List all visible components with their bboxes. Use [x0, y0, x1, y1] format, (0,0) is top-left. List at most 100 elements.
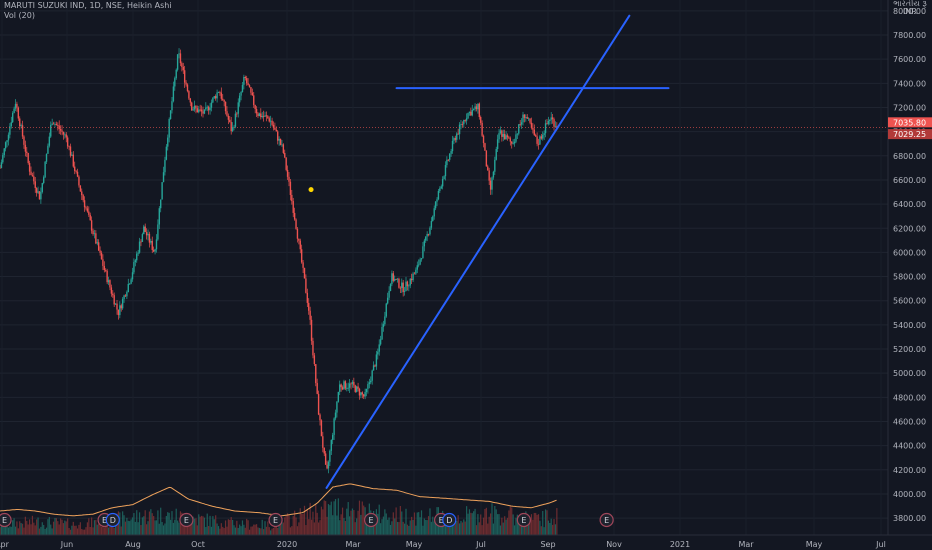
volume-bar [337, 498, 339, 535]
volume-bar [174, 519, 176, 535]
candle-body [150, 240, 152, 243]
volume-bar [533, 512, 535, 535]
candle-body [299, 240, 301, 250]
earnings-event[interactable]: E [268, 512, 283, 528]
volume-bar [38, 528, 41, 535]
volume-bar [382, 516, 385, 535]
candle-body [69, 146, 72, 156]
event-label: E [2, 516, 7, 525]
y-tick-label: 8000.00 [893, 7, 926, 16]
candle-body [198, 109, 200, 113]
volume-bar [330, 501, 332, 535]
candle-body [551, 117, 554, 120]
candle-body [210, 102, 213, 108]
x-tick-label: 2021 [670, 540, 690, 549]
candle-body [467, 112, 469, 119]
candle-body [206, 106, 208, 108]
volume-bar [233, 525, 235, 535]
x-tick-label: May [406, 540, 423, 549]
candle-body [11, 112, 14, 123]
candle-body [322, 436, 324, 448]
volume-bar [484, 509, 486, 535]
volume-bar [295, 517, 297, 535]
candle-body [65, 134, 67, 138]
volume-bar [343, 518, 345, 535]
volume-bar [418, 512, 420, 535]
x-tick-label: Nov [606, 540, 622, 549]
volume-bar [92, 527, 94, 535]
volume-bar [237, 527, 239, 535]
volume-bar [539, 520, 541, 535]
volume-bar [71, 525, 73, 535]
dividend-event[interactable]: D [442, 512, 457, 528]
volume-bar [33, 522, 35, 535]
earnings-event[interactable]: E [363, 512, 379, 528]
event-label: E [102, 516, 107, 525]
candle-body [412, 273, 414, 281]
candle-body [145, 232, 148, 236]
candle-body [399, 287, 402, 289]
volume-bar [164, 523, 166, 535]
candle-body [425, 236, 427, 241]
candle-body [85, 207, 87, 209]
candle-body [261, 116, 263, 118]
volume-bar [50, 524, 52, 535]
earnings-event[interactable]: E [179, 512, 194, 528]
candle-body [360, 392, 362, 396]
volume-bar [513, 525, 516, 535]
candle-body [240, 92, 242, 96]
volume-bar [215, 515, 217, 535]
volume-bar [460, 520, 462, 535]
candle-body [388, 291, 390, 298]
candle-body [255, 109, 258, 114]
volume-bar [143, 516, 145, 535]
volume-bar [79, 522, 81, 535]
candle-body [495, 149, 497, 160]
volume-bar [232, 519, 234, 535]
candle-body [244, 76, 246, 79]
candle-body [385, 303, 387, 317]
candle-body [21, 125, 24, 137]
event-circle [442, 512, 457, 528]
volume-bar [309, 502, 311, 535]
volume-bar [48, 517, 50, 535]
dividend-event[interactable]: D [105, 512, 120, 528]
candle-body [513, 141, 516, 144]
candle-body [110, 287, 113, 294]
candle-body [420, 258, 423, 260]
volume-bar [267, 521, 269, 535]
earnings-event[interactable]: E [599, 512, 614, 528]
earnings-event[interactable]: E [516, 512, 531, 528]
trend-line[interactable] [325, 14, 631, 489]
candle-body [536, 136, 538, 144]
candle-body [254, 104, 256, 110]
event-label: D [446, 516, 452, 525]
volume-bar [502, 522, 504, 535]
candle-body [416, 265, 418, 270]
volume-bar [43, 524, 45, 535]
volume-bar [27, 524, 29, 535]
candle-body [278, 138, 280, 141]
y-tick-label: 7200.00 [893, 103, 926, 112]
candle-body [284, 152, 286, 158]
candle-body [95, 233, 97, 244]
candle-body [238, 95, 241, 103]
volume-bar [209, 515, 211, 535]
candle-body [131, 272, 134, 280]
volume-bar [155, 520, 158, 535]
candle-body [219, 92, 221, 94]
x-tick-label: Sep [540, 540, 555, 549]
earnings-event[interactable]: E [0, 512, 12, 528]
volume-bar [20, 523, 22, 535]
candle-body [44, 161, 46, 178]
candle-body [43, 177, 45, 184]
volume-bar [501, 517, 503, 535]
volume-bar [388, 517, 390, 535]
volume-bar [91, 517, 93, 535]
volume-bar [144, 510, 146, 535]
volume-bar [162, 525, 165, 535]
candle-body [367, 384, 369, 389]
volume-bar [374, 519, 376, 535]
candle-body [368, 382, 371, 385]
